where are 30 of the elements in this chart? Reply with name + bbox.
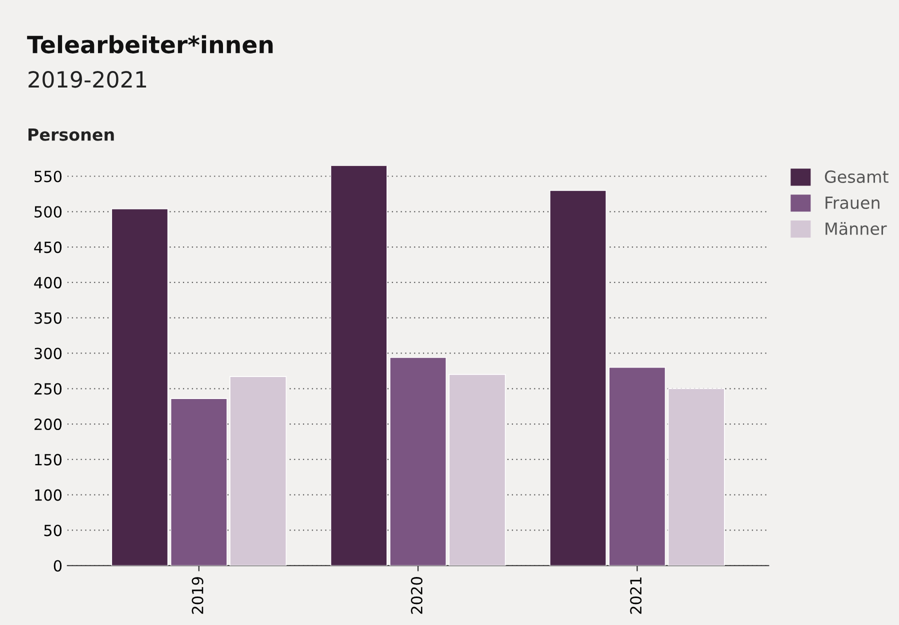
- x-tick-label: 2019: [192, 577, 204, 614]
- x-tick-label: 2021: [630, 577, 642, 614]
- legend-label: Frauen: [826, 196, 880, 209]
- bar: [668, 388, 725, 566]
- x-tick-label: 2020: [410, 577, 422, 614]
- y-tick-label: 450: [34, 242, 62, 254]
- y-tick-label: 250: [34, 383, 62, 395]
- y-tick-label: 500: [34, 206, 62, 218]
- y-tick-label: 200: [34, 418, 62, 430]
- y-tick-label: 100: [35, 489, 62, 501]
- y-tick-label: 400: [34, 276, 62, 288]
- bar: [330, 166, 388, 566]
- bar: [549, 190, 607, 566]
- bar: [448, 374, 506, 566]
- bar: [230, 376, 287, 566]
- bar: [111, 208, 168, 566]
- y-tick-label: 50: [44, 524, 62, 536]
- y-axis-title: Personen: [28, 128, 114, 141]
- legend-label: Männer: [826, 222, 887, 235]
- bar: [170, 398, 228, 566]
- chart-subtitle: 2019-2021: [28, 71, 146, 88]
- y-tick-label: 150: [35, 454, 62, 466]
- y-tick-label: 0: [54, 560, 62, 572]
- y-tick-label: 550: [34, 170, 62, 182]
- bar: [390, 357, 447, 566]
- bar: [608, 366, 666, 566]
- chart-title: Telearbeiter*innen: [27, 35, 273, 54]
- y-tick-label: 350: [34, 312, 62, 324]
- legend-label: Gesamt: [824, 170, 888, 184]
- y-tick-label: 300: [34, 348, 62, 360]
